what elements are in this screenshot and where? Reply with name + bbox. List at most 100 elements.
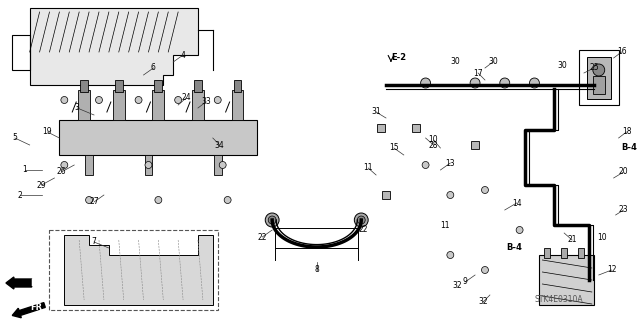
Circle shape — [422, 161, 429, 168]
FancyArrow shape — [6, 277, 31, 289]
Text: 12: 12 — [607, 265, 616, 275]
Circle shape — [175, 97, 182, 103]
Text: 1: 1 — [22, 166, 27, 174]
Circle shape — [61, 97, 68, 103]
Circle shape — [481, 266, 488, 273]
Bar — [377, 124, 385, 132]
Circle shape — [268, 216, 276, 224]
Bar — [545, 248, 550, 258]
Circle shape — [155, 197, 162, 204]
Bar — [80, 80, 88, 92]
Text: 32: 32 — [478, 298, 488, 307]
Text: 26: 26 — [56, 167, 66, 176]
Circle shape — [355, 213, 368, 227]
Circle shape — [220, 161, 226, 168]
Text: 34: 34 — [215, 140, 225, 150]
Circle shape — [214, 97, 221, 103]
Text: E-2: E-2 — [391, 54, 406, 63]
Text: B-4: B-4 — [621, 144, 637, 152]
Bar — [234, 80, 241, 92]
Circle shape — [529, 78, 540, 88]
Bar — [471, 141, 479, 149]
Circle shape — [516, 226, 523, 234]
Text: 18: 18 — [621, 128, 631, 137]
Bar — [593, 76, 605, 94]
Bar — [78, 90, 90, 120]
Bar — [194, 80, 202, 92]
Text: 19: 19 — [43, 128, 52, 137]
Bar — [113, 90, 125, 120]
Polygon shape — [65, 235, 212, 305]
Text: 8: 8 — [314, 265, 319, 275]
Text: 7: 7 — [92, 238, 97, 247]
Bar — [152, 90, 164, 120]
Bar — [561, 248, 567, 258]
Text: 31: 31 — [371, 108, 381, 116]
Bar — [85, 155, 93, 175]
Text: B-4: B-4 — [507, 243, 523, 253]
Circle shape — [470, 78, 480, 88]
Text: 32: 32 — [452, 280, 462, 290]
Text: 20: 20 — [619, 167, 628, 176]
Text: E-3: E-3 — [30, 278, 45, 287]
Text: 10: 10 — [597, 234, 607, 242]
Bar — [578, 248, 584, 258]
Polygon shape — [540, 255, 594, 305]
Bar — [382, 191, 390, 199]
Text: 33: 33 — [201, 98, 211, 107]
Bar — [192, 90, 204, 120]
Circle shape — [61, 161, 68, 168]
Circle shape — [500, 78, 509, 88]
Bar — [115, 80, 123, 92]
Text: 25: 25 — [589, 63, 598, 72]
Circle shape — [95, 97, 102, 103]
Polygon shape — [60, 120, 257, 155]
Text: 3: 3 — [75, 103, 79, 113]
Text: 15: 15 — [389, 144, 399, 152]
Polygon shape — [29, 8, 198, 85]
Text: 27: 27 — [89, 197, 99, 206]
Circle shape — [224, 197, 231, 204]
Bar — [145, 155, 152, 175]
Text: 2: 2 — [17, 190, 22, 199]
Text: 13: 13 — [445, 159, 455, 167]
Text: 10: 10 — [429, 136, 438, 145]
Circle shape — [593, 64, 605, 76]
Circle shape — [357, 216, 365, 224]
Text: 28: 28 — [429, 140, 438, 150]
Text: 11: 11 — [364, 164, 373, 173]
Text: 30: 30 — [451, 57, 460, 66]
Circle shape — [420, 78, 431, 88]
Text: 4: 4 — [180, 50, 186, 60]
Text: 30: 30 — [488, 57, 498, 66]
Circle shape — [447, 251, 454, 258]
Text: 14: 14 — [512, 198, 522, 207]
Bar — [587, 57, 611, 99]
Text: 6: 6 — [151, 63, 156, 72]
Text: 23: 23 — [619, 205, 628, 214]
Text: 9: 9 — [463, 278, 468, 286]
Circle shape — [86, 197, 93, 204]
Bar — [579, 50, 619, 105]
Bar — [49, 230, 218, 310]
FancyArrow shape — [12, 303, 45, 318]
Text: 16: 16 — [617, 48, 627, 56]
Bar — [232, 90, 243, 120]
Circle shape — [481, 187, 488, 194]
Text: 29: 29 — [36, 181, 46, 189]
Circle shape — [265, 213, 279, 227]
Bar — [154, 80, 163, 92]
Circle shape — [447, 191, 454, 198]
Text: STK4E0310A: STK4E0310A — [535, 295, 584, 305]
Circle shape — [135, 97, 142, 103]
Text: 22: 22 — [358, 226, 368, 234]
Text: 21: 21 — [567, 235, 577, 244]
Text: 24: 24 — [181, 93, 191, 102]
Text: 11: 11 — [440, 220, 450, 229]
Text: 17: 17 — [473, 69, 483, 78]
Text: 22: 22 — [257, 233, 267, 241]
Bar — [214, 155, 221, 175]
Text: FR.: FR. — [30, 303, 45, 313]
Circle shape — [145, 161, 152, 168]
Text: 30: 30 — [557, 61, 567, 70]
